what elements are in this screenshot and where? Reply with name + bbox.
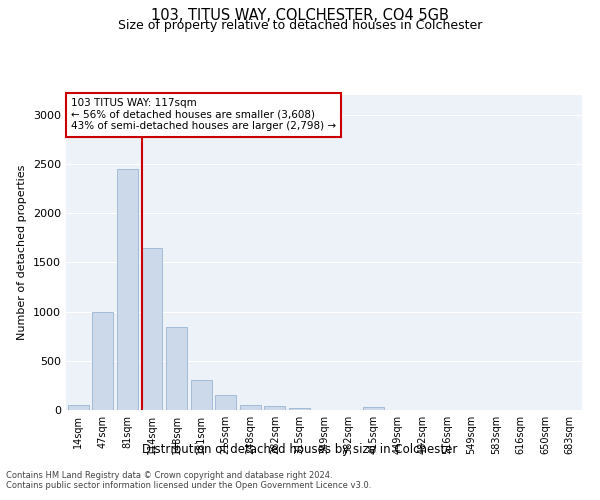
- Text: Distribution of detached houses by size in Colchester: Distribution of detached houses by size …: [142, 442, 458, 456]
- Bar: [215, 395, 236, 410]
- Text: 103, TITUS WAY, COLCHESTER, CO4 5GB: 103, TITUS WAY, COLCHESTER, CO4 5GB: [151, 8, 449, 22]
- Bar: [68, 404, 89, 410]
- Bar: [240, 404, 261, 410]
- Bar: [191, 380, 212, 410]
- Text: 103 TITUS WAY: 117sqm
← 56% of detached houses are smaller (3,608)
43% of semi-d: 103 TITUS WAY: 117sqm ← 56% of detached …: [71, 98, 336, 132]
- Bar: [362, 407, 383, 410]
- Bar: [289, 408, 310, 410]
- Text: Size of property relative to detached houses in Colchester: Size of property relative to detached ho…: [118, 19, 482, 32]
- Bar: [92, 312, 113, 410]
- Bar: [166, 328, 187, 410]
- Text: Contains HM Land Registry data © Crown copyright and database right 2024.: Contains HM Land Registry data © Crown c…: [6, 470, 332, 480]
- Bar: [265, 406, 286, 410]
- Y-axis label: Number of detached properties: Number of detached properties: [17, 165, 28, 340]
- Bar: [142, 248, 163, 410]
- Text: Contains public sector information licensed under the Open Government Licence v3: Contains public sector information licen…: [6, 480, 371, 490]
- Bar: [117, 169, 138, 410]
